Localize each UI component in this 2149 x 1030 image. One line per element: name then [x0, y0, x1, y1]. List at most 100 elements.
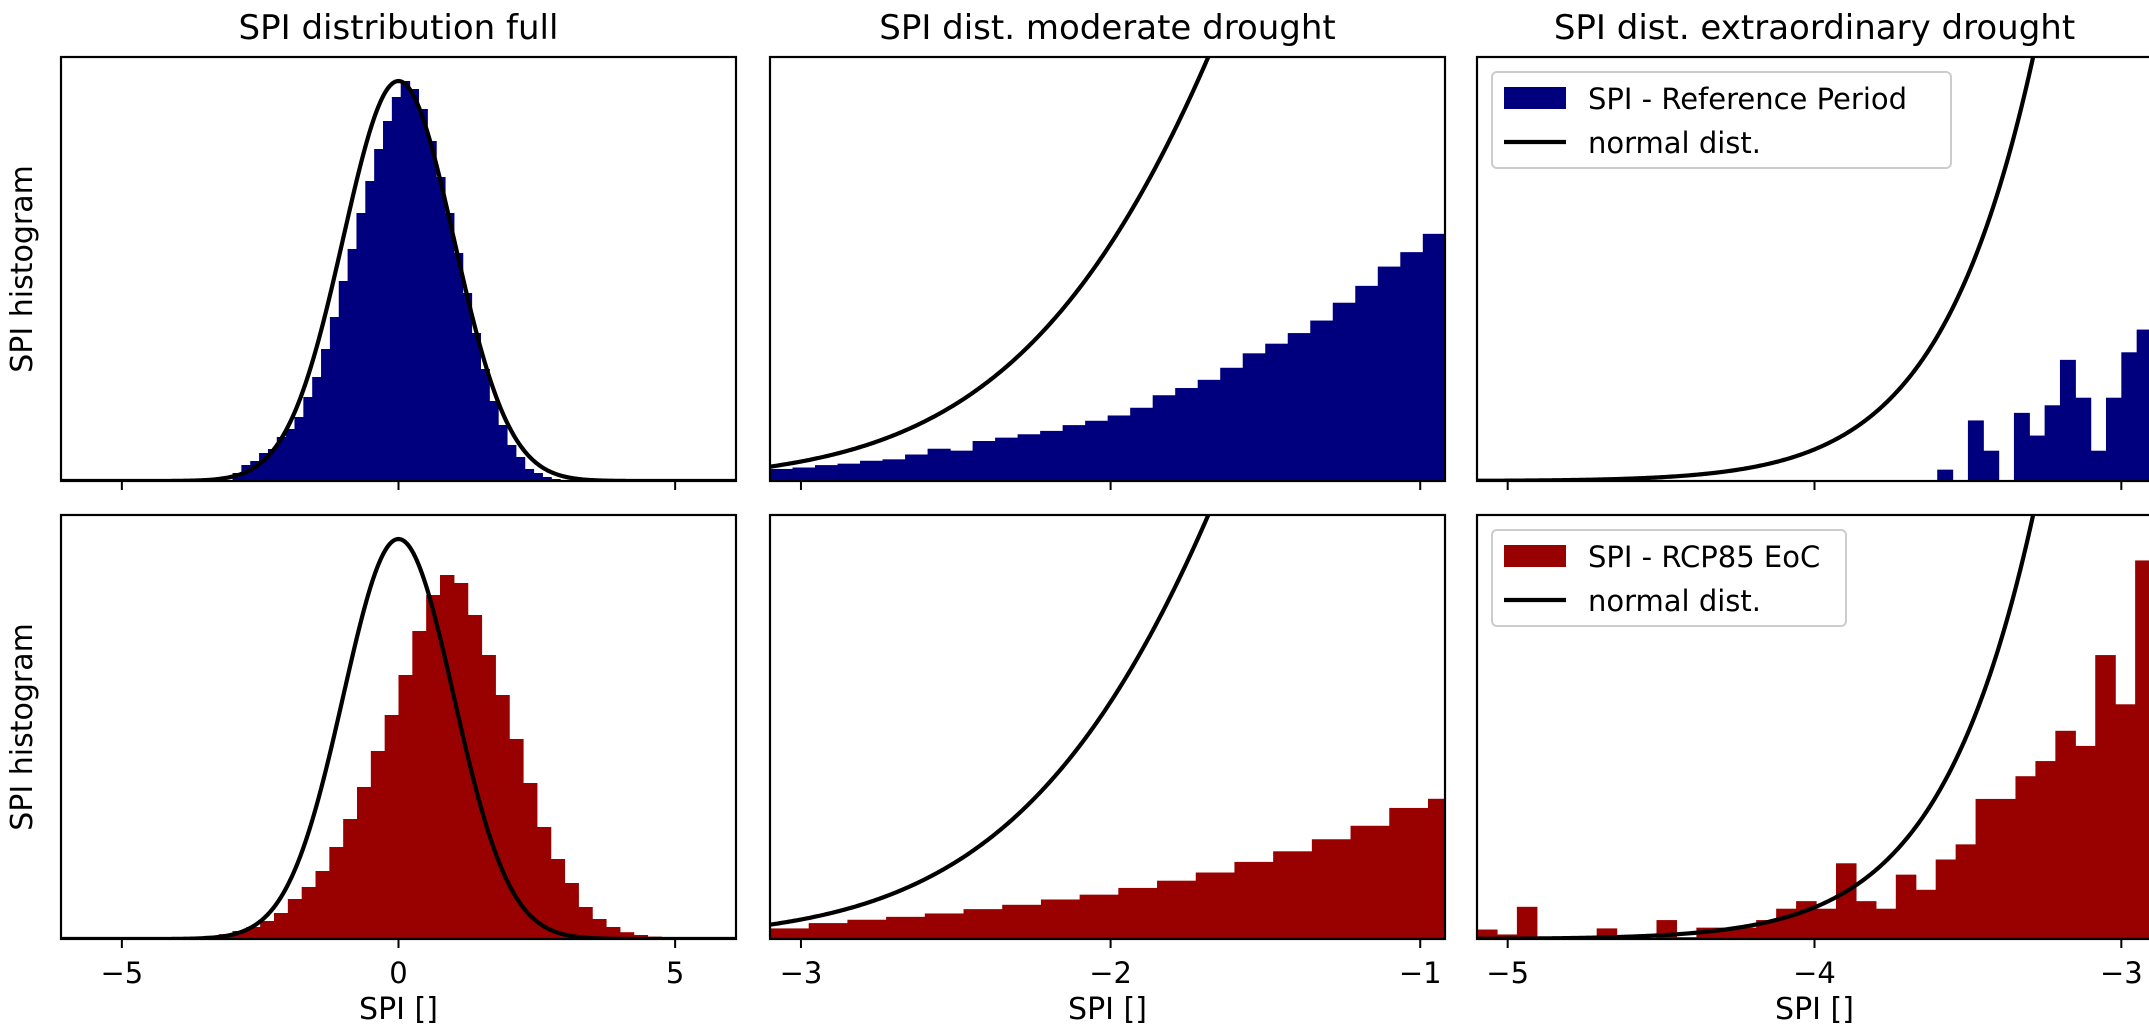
histogram-bar: [384, 715, 400, 939]
histogram-bar: [1002, 904, 1042, 939]
histogram-bar: [1875, 908, 1897, 939]
legend-frame: [1491, 529, 1847, 627]
histogram-bar: [1967, 420, 1984, 481]
histogram-bar: [1816, 908, 1837, 939]
histogram-bar: [260, 921, 275, 939]
histogram-bar: [267, 449, 278, 481]
legend-swatch: [1504, 545, 1566, 567]
histogram-bar: [950, 450, 974, 481]
histogram-bar: [2075, 745, 2096, 939]
histogram-bar: [860, 460, 884, 481]
histogram-bar: [453, 583, 469, 939]
axes-frame: [768, 513, 1447, 941]
histogram-bar: [303, 397, 313, 481]
histogram-bar: [391, 97, 402, 481]
x-tick-label: −4: [1793, 956, 1836, 990]
histogram-bar: [2135, 560, 2149, 939]
histogram-bar: [605, 927, 621, 939]
histogram-bar: [498, 425, 508, 481]
histogram-bar: [536, 827, 552, 939]
x-tick-label: −5: [100, 956, 143, 990]
histogram-bar: [1736, 927, 1757, 939]
histogram-bar: [1983, 450, 2000, 481]
histogram-bar: [815, 465, 839, 481]
histogram-bar: [489, 401, 499, 481]
x-tick-label: −5: [1486, 956, 1529, 990]
histogram-bar: [1310, 320, 1334, 481]
histogram-bar: [578, 907, 593, 939]
panel-top-left: SPI distribution full SPI histogram: [5, 8, 738, 490]
histogram-bar: [542, 477, 552, 481]
histogram-bar: [1422, 233, 1445, 481]
y-axis-label: SPI histogram: [5, 623, 40, 831]
histogram-bar: [1490, 168, 1513, 481]
histogram-bar: [1558, 127, 1581, 481]
normal-dist-curve: [1477, 515, 2036, 939]
histogram-bar: [444, 213, 455, 481]
histogram-bar: [1350, 825, 1390, 939]
histogram-bar: [847, 919, 887, 939]
histogram-bar: [329, 847, 344, 939]
histogram-bar: [506, 445, 517, 481]
histogram-bar: [374, 149, 384, 481]
histogram-bar: [808, 923, 848, 939]
histogram-bar: [301, 887, 317, 939]
legend: SPI - RCP85 EoC normal dist.: [1491, 529, 1847, 627]
histogram-bar: [509, 739, 524, 939]
histogram-bar: [1220, 367, 1244, 481]
histogram-bar: [409, 89, 420, 481]
histogram-bar: [1234, 861, 1274, 939]
histogram-bar: [905, 454, 929, 481]
histogram-bar: [2035, 761, 2056, 939]
normal-dist-curve: [1477, 57, 2036, 481]
normal-dist-curve: [770, 57, 1211, 469]
histogram-bar: [1355, 285, 1379, 481]
histogram-bar: [1311, 839, 1352, 939]
histogram-bar: [259, 453, 269, 481]
histogram-bar: [440, 575, 455, 939]
normal-dist-curve: [770, 515, 1211, 927]
histogram-bar: [2121, 352, 2138, 481]
histogram-bar: [1468, 199, 1491, 481]
histogram-bar: [1477, 929, 1498, 939]
histogram-bar: [400, 81, 411, 481]
histogram-bars: [1477, 560, 2149, 939]
histogram-bar: [2029, 435, 2046, 481]
x-axis-label: SPI []: [1068, 992, 1147, 1027]
histogram-bar: [383, 121, 393, 481]
histogram-bar: [274, 913, 289, 939]
panel-title: SPI dist. moderate drought: [879, 8, 1336, 48]
histogram-bar: [287, 899, 303, 939]
legend-swatch: [1504, 87, 1566, 109]
histogram-bar: [770, 928, 810, 939]
histogram-bar: [515, 457, 526, 481]
histogram-bar: [1445, 218, 1468, 481]
histogram-bar: [1287, 333, 1311, 481]
histogram-bars: [177, 575, 676, 939]
histogram-bar: [2013, 412, 2030, 481]
histogram-bar: [1535, 129, 1558, 481]
histogram-bar: [533, 473, 543, 481]
histogram-bar: [343, 819, 358, 939]
histogram-bar: [1716, 927, 1737, 939]
histogram-bar: [564, 883, 579, 939]
histogram-bar: [1596, 928, 1618, 939]
histogram-bar: [927, 448, 951, 481]
histogram-bar: [1017, 434, 1041, 481]
histogram-bar: [398, 675, 413, 939]
x-tick-label: −3: [2100, 956, 2143, 990]
histogram-bar: [338, 281, 349, 481]
histogram-bar: [276, 437, 287, 481]
histogram-bar: [1516, 906, 1538, 939]
panel-title: SPI distribution full: [239, 8, 559, 48]
histogram-bars: [232, 81, 561, 481]
histogram-bar: [1400, 252, 1424, 481]
histogram-bar: [321, 349, 331, 481]
axes-frame: [768, 55, 1447, 483]
histogram-bar: [837, 463, 861, 481]
histogram-bar: [2015, 776, 2037, 939]
histogram-bar: [481, 655, 496, 939]
histogram-bar: [1118, 887, 1158, 939]
histogram-bar: [1152, 395, 1176, 481]
histogram-bar: [232, 931, 247, 939]
